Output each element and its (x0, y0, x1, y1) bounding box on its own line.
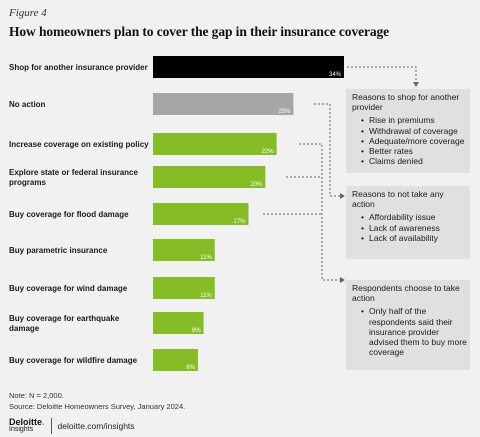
callout-box-take-action: Respondents choose to take action Only h… (346, 280, 470, 370)
bar-value-label: 11% (200, 293, 212, 299)
callout-item: Claims denied (361, 156, 470, 166)
callout-heading: Reasons to shop for another provider (352, 92, 460, 113)
category-label: Increase coverage on existing policy (9, 140, 149, 149)
callout-item: Rise in premiums (361, 115, 470, 125)
connector-arrowhead (340, 193, 345, 199)
connector-arrowhead (413, 82, 419, 87)
callout-heading: Reasons to not take any action (352, 189, 444, 210)
category-label: Buy parametric insurance (9, 246, 108, 255)
callout-item: Affordability issue (361, 212, 470, 222)
category-label: Buy coverage for wind damage (9, 284, 128, 293)
category-label: Buy coverage for wildfire damage (9, 356, 138, 365)
category-label: Explore state or federal insurance progra… (9, 168, 138, 187)
bar-3 (153, 133, 277, 155)
bar-4 (153, 166, 266, 188)
bar-5 (153, 203, 249, 225)
bar-value-label: 20% (250, 182, 263, 188)
connector-line (314, 103, 340, 197)
chart-title: How homeowners plan to cover the gap in … (9, 24, 390, 39)
category-label: Buy coverage for flood damage (9, 210, 129, 219)
connector-line (299, 143, 340, 281)
bar-value-label: 25% (278, 109, 291, 115)
callout-item: Better rates (361, 146, 470, 156)
chart-notes: Note: N = 2,000. Source: Deloitte Homeow… (9, 391, 185, 413)
category-label: No action (9, 100, 46, 109)
bar-value-label: 8% (186, 365, 195, 371)
footer-divider (50, 418, 52, 434)
footer-url[interactable]: deloitte.com/insights (57, 421, 135, 431)
callout-item: Only half of the respondents said their … (361, 306, 470, 357)
category-label: Buy coverage for earthquake damage (9, 314, 120, 333)
bar-6 (153, 239, 215, 261)
logo-sub: Insights (9, 425, 34, 433)
callout-item: Lack of availability (361, 233, 470, 243)
callout-item: Adequate/more coverage (361, 136, 470, 146)
callout-box-shop-reasons: Reasons to shop for another provider Ris… (346, 89, 470, 173)
bar-value-label: 9% (192, 328, 201, 334)
bar-value-label: 34% (329, 72, 342, 78)
callout-item: Withdrawal of coverage (361, 126, 470, 136)
callout-box-no-action-reasons: Reasons to not take any action Affordabi… (346, 186, 470, 259)
source-text: Source: Deloitte Homeowners Survey, Janu… (9, 401, 186, 411)
footer: Deloitte. Insights deloitte.com/insights (9, 418, 135, 434)
deloitte-insights-logo: Deloitte. Insights (9, 418, 45, 433)
callout-heading: Respondents choose to take action (352, 283, 460, 304)
bar-value-label: 17% (233, 219, 246, 225)
logo-brand: Deloitte (9, 417, 43, 428)
bar-1 (153, 56, 344, 78)
category-label: Shop for another insurance provider (9, 63, 148, 72)
bar-value-label: 11% (200, 255, 212, 261)
bar-7 (153, 277, 215, 299)
bar-8 (153, 312, 204, 334)
connector-arrowhead (340, 277, 345, 283)
callout-item: Lack of awareness (361, 223, 470, 233)
bar-value-label: 22% (262, 149, 275, 155)
note-text: Note: N = 2,000. (9, 391, 64, 400)
bar-2 (153, 93, 294, 115)
logo-dot: . (42, 417, 45, 428)
connector-line (347, 66, 417, 82)
figure-label: Figure 4 (9, 7, 47, 19)
bar-9 (153, 349, 198, 371)
